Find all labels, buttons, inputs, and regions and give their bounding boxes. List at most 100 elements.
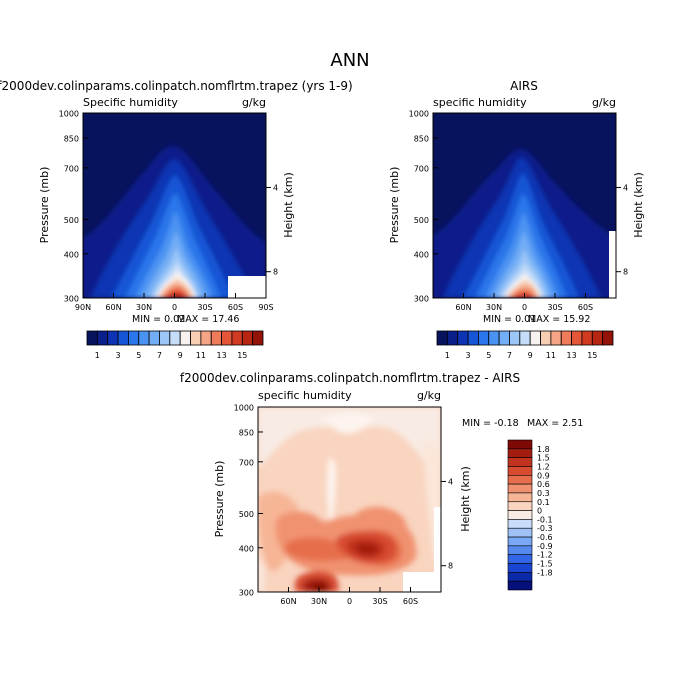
pressure-tick-label: 500 — [239, 510, 254, 519]
pressure-tick-label: 500 — [414, 216, 429, 225]
pressure-tick-label: 400 — [239, 544, 254, 553]
colorbar-label: 1 — [95, 351, 100, 360]
panel-airs-plot-area — [433, 113, 616, 298]
colorbar-label: 1 — [445, 351, 450, 360]
colorbar-swatch — [507, 457, 533, 467]
colorbar-swatch — [478, 330, 490, 346]
colorbar-swatch — [488, 330, 500, 346]
panel-diff: f2000dev.colinparams.colinpatch.nomflrtm… — [180, 371, 583, 606]
panel-model-title: f2000dev.colinparams.colinpatch.nomflrtm… — [0, 79, 353, 93]
colorbar-swatch — [507, 545, 533, 556]
latitude-tick-label: 90S — [258, 303, 273, 312]
colorbar-label: 0.3 — [537, 489, 550, 498]
panel-airs-missing-data — [609, 231, 616, 298]
colorbar-label: 0 — [537, 507, 542, 516]
panel-diff-variable-label: specific humidity — [258, 389, 352, 402]
colorbar-label: 7 — [157, 351, 162, 360]
colorbar-swatch — [571, 330, 583, 346]
colorbar-swatch — [602, 330, 614, 346]
pressure-tick-label: 850 — [414, 134, 429, 143]
colorbar-swatch — [200, 330, 212, 346]
colorbar-swatch — [509, 330, 521, 346]
colorbar-swatch — [221, 330, 233, 346]
colorbar-label: 11 — [546, 351, 556, 360]
colorbar-swatch — [96, 330, 109, 346]
panel-diff-ylabel: Pressure (mb) — [213, 461, 226, 538]
colorbar-label: -0.6 — [537, 533, 553, 542]
latitude-tick-label: 30N — [486, 303, 502, 312]
colorbar-label: 5 — [486, 351, 491, 360]
panel-airs: AIRS specific humidity g/kg — [388, 79, 645, 325]
panel-diff-min: MIN = -0.18 — [462, 418, 519, 429]
latitude-tick-label: 30N — [311, 597, 327, 606]
colorbar-model: 1 3 5 7 9 11 13 15 — [86, 330, 264, 360]
colorbar-label: 15 — [237, 351, 247, 360]
colorbar-swatch — [529, 330, 541, 346]
pressure-tick-label: 700 — [239, 458, 254, 467]
colorbar-swatch — [241, 330, 254, 346]
colorbar-swatch — [190, 330, 202, 346]
latitude-tick-label: 60S — [403, 597, 418, 606]
colorbar-label: -0.1 — [537, 515, 553, 524]
colorbar-label: 13 — [216, 351, 226, 360]
latitude-tick-label: 60N — [455, 303, 471, 312]
panel-airs-min: MIN = 0.01 — [483, 314, 536, 325]
colorbar-swatch — [591, 330, 604, 346]
panel-model-axes: 300 400 500 700 850 1000 8 4 90N 60N 30N 0 30S 60S 90S — [59, 110, 278, 313]
colorbar-label: 7 — [507, 351, 512, 360]
pressure-tick-label: 400 — [414, 250, 429, 259]
colorbar-swatch — [138, 330, 150, 346]
panel-model-y2label: Height (km) — [282, 172, 295, 238]
colorbar-swatch — [436, 330, 448, 346]
colorbar-swatch — [507, 448, 533, 458]
colorbar-swatch — [507, 527, 533, 538]
pressure-tick-label: 1000 — [409, 110, 429, 119]
colorbar-swatch — [507, 554, 533, 564]
colorbar-label: 1.2 — [537, 462, 550, 471]
colorbar-label: 5 — [136, 351, 141, 360]
colorbar-label: -1.2 — [537, 551, 553, 560]
colorbar-swatch — [446, 330, 459, 346]
latitude-tick-label: 60N — [105, 303, 121, 312]
colorbar-label: 9 — [178, 351, 183, 360]
colorbar-label: 3 — [466, 351, 471, 360]
pressure-tick-label: 1000 — [59, 110, 79, 119]
colorbar-label: 13 — [566, 351, 576, 360]
height-tick-label: 4 — [273, 183, 278, 192]
colorbar-label: -1.8 — [537, 568, 553, 577]
height-tick-label: 4 — [623, 183, 628, 192]
colorbar-label: 15 — [587, 351, 597, 360]
colorbar-swatch — [117, 330, 129, 346]
colorbar-swatch — [148, 330, 160, 346]
latitude-tick-label: 30N — [136, 303, 152, 312]
pressure-tick-label: 300 — [414, 295, 429, 304]
colorbar-swatch — [519, 330, 531, 346]
colorbar-swatch — [507, 492, 533, 503]
colorbar-label: 0.6 — [537, 480, 550, 489]
height-tick-label: 8 — [623, 268, 628, 277]
colorbar-swatch — [540, 330, 552, 346]
colorbar-label: 1.5 — [537, 454, 550, 463]
colorbar-swatch — [507, 572, 533, 582]
colorbar-label: 0.9 — [537, 471, 550, 480]
colorbar-label: 3 — [116, 351, 121, 360]
colorbar-swatch — [179, 330, 191, 346]
pressure-tick-label: 400 — [64, 250, 79, 259]
colorbar-swatch — [169, 330, 181, 346]
colorbar-label: 9 — [528, 351, 533, 360]
pressure-tick-label: 700 — [64, 164, 79, 173]
panel-airs-title: AIRS — [510, 79, 538, 93]
panel-diff-title: f2000dev.colinparams.colinpatch.nomflrtm… — [180, 371, 520, 385]
latitude-tick-label: 30S — [547, 303, 562, 312]
panel-diff-plot-area — [258, 407, 441, 592]
panel-model-variable-label: Specific humidity — [83, 96, 178, 109]
panel-model: f2000dev.colinparams.colinpatch.nomflrtm… — [0, 79, 353, 325]
latitude-tick-label: 60N — [280, 597, 296, 606]
pressure-tick-label: 500 — [64, 216, 79, 225]
colorbar-swatch — [159, 330, 171, 346]
colorbar-label: -0.3 — [537, 524, 553, 533]
panel-airs-axes: 300 400 500 700 850 1000 8 4 60N 30N 0 30S 60S — [409, 110, 628, 313]
latitude-tick-label: 60S — [578, 303, 593, 312]
panel-airs-variable-label: specific humidity — [433, 96, 527, 109]
colorbar-swatch — [507, 510, 533, 520]
